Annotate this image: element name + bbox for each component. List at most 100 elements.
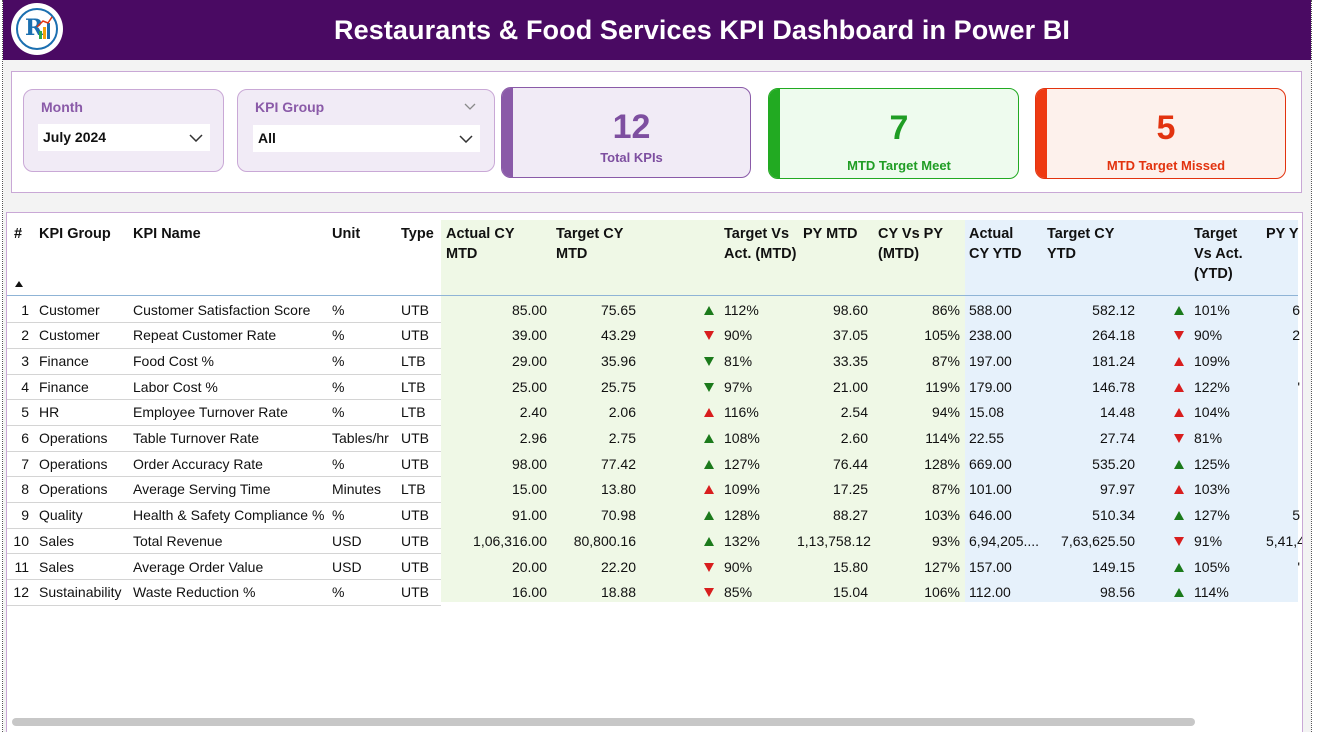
chevron-down-icon bbox=[188, 124, 204, 151]
col-header-py-mtd[interactable]: PY MTD bbox=[803, 226, 858, 242]
cell-index: 12 bbox=[13, 584, 29, 601]
col-header-kpi-group[interactable]: KPI Group bbox=[39, 226, 111, 242]
arrow-up-icon bbox=[1174, 356, 1184, 366]
col-header-type[interactable]: Type bbox=[401, 226, 434, 242]
cell-py-mtd: 2.54 bbox=[840, 404, 868, 421]
cell-unit: % bbox=[332, 352, 345, 369]
table-row[interactable]: 2 Customer Repeat Customer Rate% UTB 39.00 43… bbox=[7, 323, 1300, 349]
cell-cy-vs-py-mtd: 106% bbox=[924, 584, 960, 601]
cell-kpi-group: HR bbox=[39, 404, 60, 421]
arrow-up-icon bbox=[704, 536, 714, 546]
mtd-target-missed-card: 5 MTD Target Missed bbox=[1035, 88, 1286, 179]
chevron-down-icon bbox=[458, 125, 474, 152]
cell-index: 5 bbox=[21, 404, 29, 421]
arrow-up-icon bbox=[1174, 459, 1184, 469]
row-divider bbox=[7, 424, 441, 426]
arrow-up-icon bbox=[704, 305, 714, 315]
cell-unit: % bbox=[332, 455, 345, 472]
cell-type: UTB bbox=[401, 301, 429, 318]
header-divider bbox=[7, 295, 1298, 296]
cell-kpi-name: Health & Safety Compliance % bbox=[133, 507, 325, 524]
col-header-cy-vs-py-mtd[interactable]: CY Vs PY (MTD) bbox=[878, 226, 943, 262]
table-row[interactable]: 6 Operations Table Turnover Rate Tables/hr U… bbox=[7, 426, 1298, 452]
cell-py-mtd: 15.80 bbox=[832, 558, 868, 575]
kpi-group-dropdown[interactable]: All bbox=[253, 125, 480, 152]
horizontal-scrollbar[interactable] bbox=[12, 718, 1195, 726]
cell-unit: USD bbox=[332, 558, 362, 575]
row-divider bbox=[7, 502, 441, 504]
table-row[interactable]: 10 Sales Total Revenue USD UTB 1,06,316.00 80,… bbox=[7, 529, 1302, 555]
table-row[interactable]: 12 Sustainability Waste Reduction %% UTB 16.… bbox=[7, 580, 1298, 606]
kpi-group-dropdown-value: All bbox=[258, 130, 276, 146]
cell-kpi-name: Average Order Value bbox=[133, 558, 264, 575]
table-row[interactable]: 9 Quality Health & Safety Compliance %% UTB… bbox=[7, 503, 1300, 529]
row-divider bbox=[7, 527, 441, 529]
row-divider bbox=[7, 347, 441, 349]
cell-target-cy-ytd: 264.18 bbox=[1092, 327, 1135, 344]
cell-index: 4 bbox=[21, 378, 29, 395]
cell-actual-cy-mtd: 16.00 bbox=[511, 584, 547, 601]
table-row[interactable]: 7 Operations Order Accuracy Rate% UTB 98.00 7… bbox=[7, 452, 1298, 478]
cell-py-mtd: 37.05 bbox=[832, 327, 868, 344]
col-header-unit[interactable]: Unit bbox=[332, 226, 361, 242]
cell-target-vs-act-mtd: 85% bbox=[724, 584, 753, 601]
arrow-up-icon bbox=[704, 485, 714, 495]
table-row[interactable]: 3 Finance Food Cost %% LTB 29.00 35.96 81% 33.3… bbox=[7, 349, 1298, 375]
col-header-target-cy-mtd[interactable]: Target CY MTD bbox=[556, 226, 624, 262]
cell-actual-cy-mtd: 98.00 bbox=[511, 455, 547, 472]
col-header-py-ytd[interactable]: PY Y bbox=[1266, 226, 1299, 242]
cell-kpi-name: Repeat Customer Rate bbox=[133, 327, 277, 344]
col-header-target-vs-act-mtd[interactable]: Target Vs Act. (MTD) bbox=[724, 226, 797, 262]
cell-actual-cy-mtd: 29.00 bbox=[511, 352, 547, 369]
cell-target-vs-act-mtd: 81% bbox=[724, 352, 753, 369]
cell-py-mtd: 15.04 bbox=[832, 584, 868, 601]
row-divider bbox=[7, 450, 441, 452]
cell-py-ytd: 2 bbox=[1292, 327, 1300, 344]
cell-kpi-group: Finance bbox=[39, 352, 89, 369]
month-dropdown[interactable]: July 2024 bbox=[38, 124, 210, 151]
col-header-target-vs-act-ytd[interactable]: Target Vs Act. (YTD) bbox=[1194, 226, 1243, 282]
kpi-group-slicer-label: KPI Group bbox=[255, 99, 325, 115]
row-divider bbox=[7, 373, 441, 375]
cell-target-cy-ytd: 27.74 bbox=[1099, 430, 1135, 446]
cell-target-vs-act-ytd: 103% bbox=[1194, 481, 1230, 498]
arrow-up-icon bbox=[1174, 562, 1184, 572]
table-row[interactable]: 4 Finance Labor Cost %% LTB 25.00 25.75 97% 21.… bbox=[7, 375, 1300, 401]
sort-ascending-icon[interactable] bbox=[15, 281, 23, 287]
col-header-target-cy-ytd[interactable]: Target CY YTD bbox=[1047, 226, 1115, 262]
table-row[interactable]: 5 HR Employee Turnover Rate% LTB 2.40 2.06 116… bbox=[7, 400, 1298, 426]
cell-target-vs-act-mtd: 90% bbox=[724, 327, 753, 344]
cell-target-vs-act-mtd: 128% bbox=[724, 507, 760, 524]
cell-target-cy-mtd: 13.80 bbox=[600, 481, 636, 498]
row-divider bbox=[7, 322, 441, 324]
cell-actual-cy-ytd: 238.00 bbox=[969, 327, 1012, 344]
table-row[interactable]: 11 Sales Average Order Value USD UTB 20.00 22.… bbox=[7, 555, 1300, 581]
cell-py-ytd: 6 bbox=[1292, 301, 1300, 318]
cell-target-vs-act-ytd: 91% bbox=[1194, 532, 1223, 549]
col-header-actual-cy-mtd[interactable]: Actual CY MTD bbox=[446, 226, 515, 262]
cell-target-cy-ytd: 14.48 bbox=[1099, 404, 1135, 421]
collapse-chevron-icon[interactable] bbox=[462, 100, 478, 112]
cell-py-mtd: 88.27 bbox=[832, 507, 868, 524]
cell-target-vs-act-mtd: 97% bbox=[724, 378, 753, 395]
cell-unit: % bbox=[332, 404, 345, 421]
cell-actual-cy-mtd: 2.96 bbox=[519, 430, 547, 446]
cell-index: 7 bbox=[21, 455, 29, 472]
col-header-actual-cy-ytd[interactable]: Actual CY YTD bbox=[969, 226, 1022, 262]
cell-unit: % bbox=[332, 378, 345, 395]
arrow-up-icon bbox=[704, 511, 714, 521]
arrow-up-icon bbox=[1174, 485, 1184, 495]
cell-kpi-name: Total Revenue bbox=[133, 532, 223, 549]
cell-target-cy-mtd: 25.75 bbox=[600, 378, 636, 395]
cell-kpi-group: Sales bbox=[39, 532, 75, 549]
col-header-index[interactable]: # bbox=[14, 226, 23, 242]
cell-target-vs-act-mtd: 112% bbox=[724, 301, 759, 318]
arrow-up-icon bbox=[704, 408, 714, 418]
table-row[interactable]: 1 Customer Customer Satisfaction Score% UTB… bbox=[7, 298, 1300, 324]
col-header-kpi-name[interactable]: KPI Name bbox=[133, 226, 201, 242]
cell-kpi-group: Operations bbox=[39, 430, 108, 446]
table-row[interactable]: 8 Operations Average Serving Time Minutes LT… bbox=[7, 477, 1298, 504]
cell-cy-vs-py-mtd: 87% bbox=[931, 352, 960, 369]
cell-cy-vs-py-mtd: 86% bbox=[931, 301, 960, 318]
cell-target-cy-ytd: 535.20 bbox=[1092, 455, 1135, 472]
